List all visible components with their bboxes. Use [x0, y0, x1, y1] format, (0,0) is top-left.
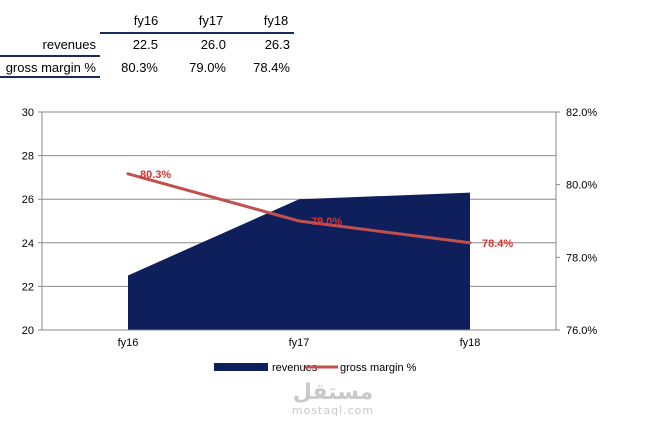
left-tick-label: 26 — [22, 194, 34, 206]
x-axis-ticks: fy16 fy17 fy18 — [118, 337, 481, 349]
column-header-fy18: fy18 — [263, 13, 289, 28]
x-tick-label: fy17 — [289, 337, 310, 349]
cell-margin-fy18: 78.4% — [253, 60, 290, 75]
right-tick-label: 80.0% — [566, 180, 597, 192]
watermark-arabic: مستقل — [292, 380, 374, 405]
cell-revenues-fy17: 26.0 — [200, 37, 226, 52]
column-header-fy16: fy16 — [133, 13, 159, 28]
revenues-area — [128, 192, 470, 330]
cell-margin-fy17: 79.0% — [189, 60, 226, 75]
legend-label-gross-margin: gross margin % — [340, 362, 417, 374]
left-tick-label: 28 — [22, 151, 34, 163]
data-label: 78.4% — [482, 238, 513, 250]
data-label: 79.0% — [311, 216, 342, 228]
left-tick-label: 30 — [22, 107, 34, 119]
row-label-gross-margin: gross margin % — [5, 60, 96, 75]
cell-revenues-fy18: 26.3 — [264, 37, 290, 52]
left-tick-label: 22 — [22, 281, 34, 293]
x-tick-label: fy18 — [460, 337, 481, 349]
watermark-logo: مستقل mostaql.com — [288, 380, 378, 418]
data-table: fy16 fy17 fy18 revenues 22.5 26.0 26.3 g… — [0, 0, 300, 78]
right-tick-label: 76.0% — [566, 325, 597, 337]
gross-margin-point — [297, 219, 301, 223]
header-underline — [100, 32, 294, 34]
right-tick-label: 82.0% — [566, 107, 597, 119]
right-axis-ticks: 76.0% 78.0% 80.0% 82.0% — [556, 107, 597, 337]
legend-swatch-revenues — [214, 363, 268, 371]
legend-label-revenues: revenues — [272, 362, 318, 374]
watermark-latin: mostaql.com — [291, 404, 375, 417]
cell-revenues-fy16: 22.5 — [132, 37, 158, 52]
row-rule-revenues — [0, 55, 100, 57]
data-label: 80.3% — [140, 169, 171, 181]
left-axis-ticks: 20 22 24 26 28 30 — [22, 107, 42, 337]
gross-margin-point — [468, 241, 472, 245]
gross-margin-point — [126, 172, 130, 176]
gross-margin-line-layer — [126, 172, 472, 245]
left-tick-label: 24 — [22, 238, 34, 250]
left-tick-label: 20 — [22, 325, 34, 337]
row-label-revenues: revenues — [42, 37, 96, 52]
plot-frame — [41, 111, 557, 331]
right-tick-label: 78.0% — [566, 252, 597, 264]
column-header-fy17: fy17 — [198, 13, 224, 28]
data-labels: 80.3% 79.0% 78.4% — [140, 169, 513, 250]
row-rule-gross-margin — [0, 76, 100, 78]
revenues-area-layer — [128, 192, 470, 330]
legend: revenues gross margin % — [214, 362, 417, 374]
x-tick-label: fy16 — [118, 337, 139, 349]
cell-margin-fy16: 80.3% — [121, 60, 158, 75]
